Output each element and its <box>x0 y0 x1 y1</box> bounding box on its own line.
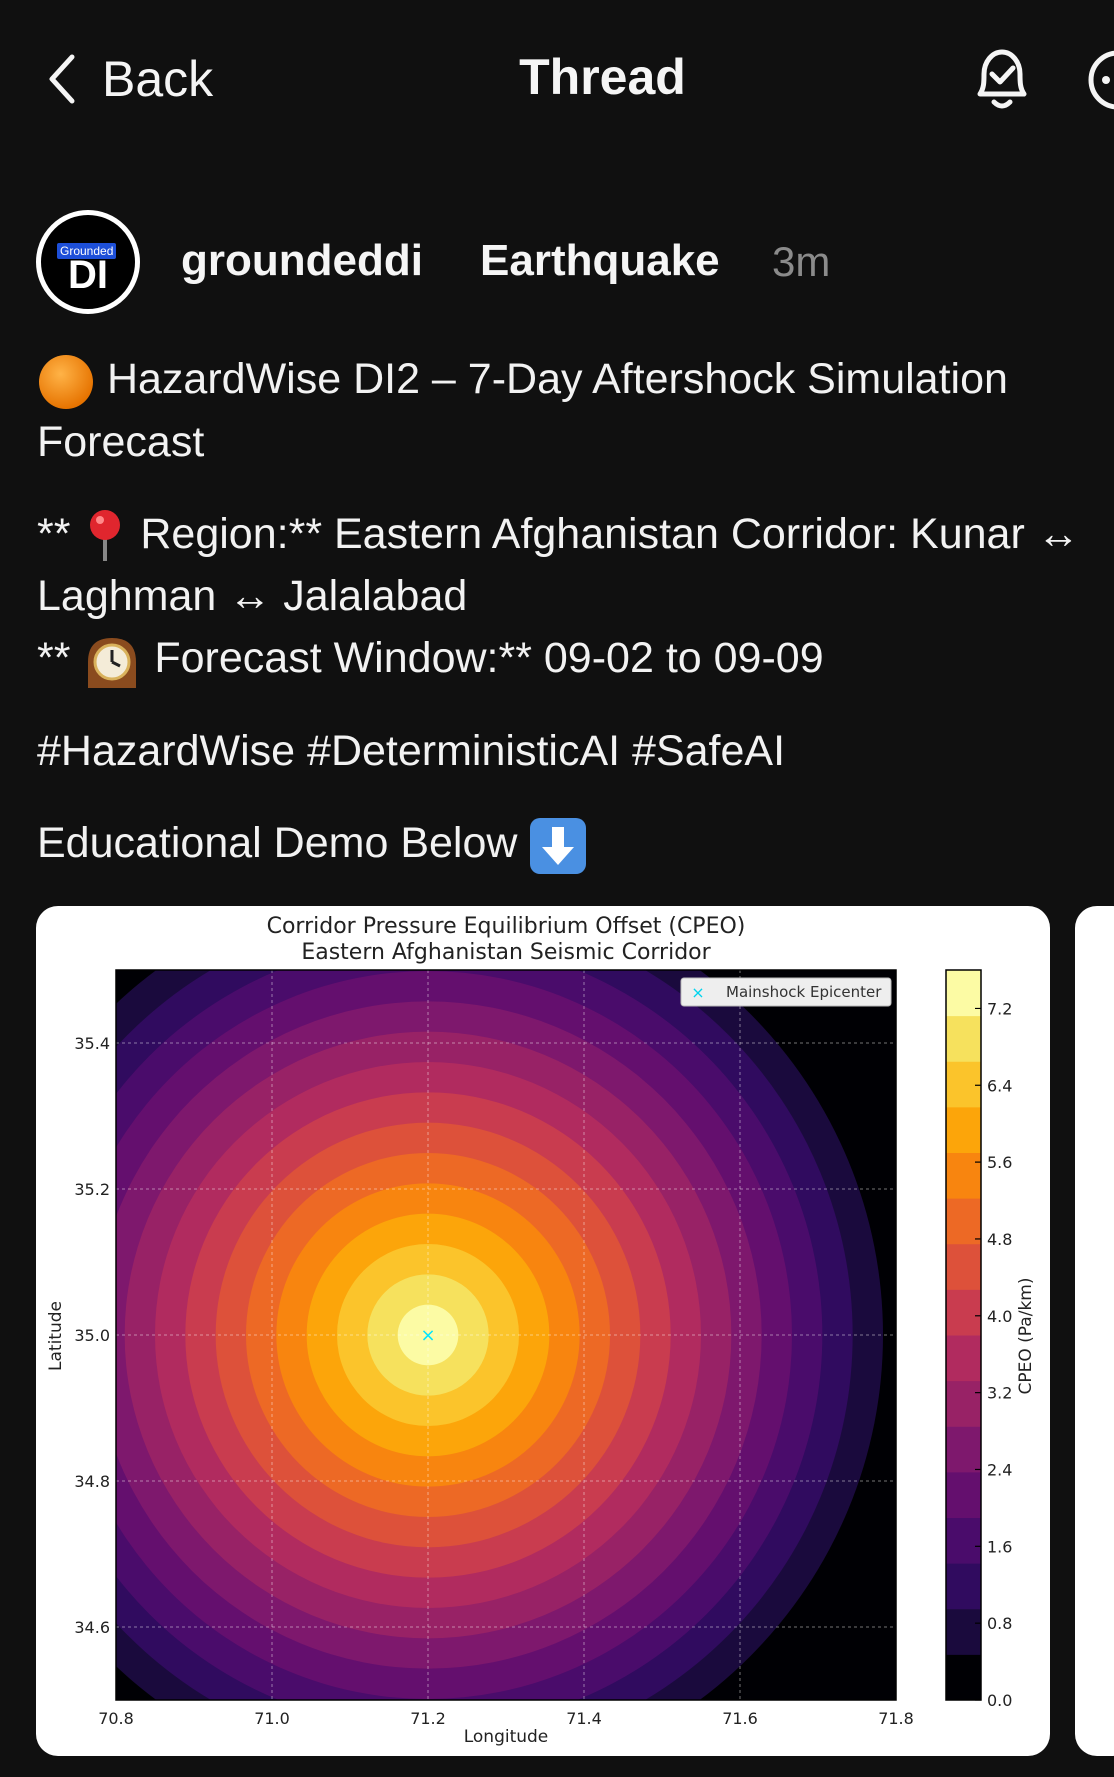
contour-rings <box>116 970 896 1700</box>
x-tick-label: 71.0 <box>254 1709 290 1728</box>
colorbar-segment <box>946 1243 981 1290</box>
demo-label-row: Educational Demo Below <box>37 812 1114 875</box>
post-region: ** Region:** Eastern Afghanistan Corrido… <box>37 503 1114 690</box>
colorbar-tick-label: 1.6 <box>987 1537 1012 1556</box>
colorbar-segment <box>946 970 981 1017</box>
colorbar-segment <box>946 1289 981 1336</box>
legend-box <box>680 977 892 1007</box>
epicenter-x: × <box>420 1325 435 1346</box>
x-tick-label: 71.4 <box>566 1709 602 1728</box>
colorbar-tick-label: 2.4 <box>987 1460 1012 1479</box>
colorbar-segment <box>946 1471 981 1518</box>
colorbar-tick-label: 0.0 <box>987 1691 1012 1710</box>
y-tick-label: 34.8 <box>74 1472 110 1491</box>
chart-title: Corridor Pressure Equilibrium Offset (CP… <box>267 914 746 939</box>
epicenter-marker: × <box>420 1325 435 1346</box>
post-author-row: Grounded DI groundeddi Earthquake 3m <box>36 210 1114 320</box>
y-tick-label: 35.0 <box>74 1326 110 1345</box>
colorbar-ticks: 7.2 6.4 5.6 4.8 4.0 3.2 2.4 1.6 0.8 0.0 <box>975 999 1012 1710</box>
pin-icon <box>90 510 121 562</box>
page-title: Thread <box>519 49 686 105</box>
colorbar-tick-label: 7.2 <box>987 999 1012 1018</box>
topic-tag[interactable]: Earthquake <box>480 236 720 285</box>
back-label: Back <box>102 51 214 107</box>
colorbar-segment <box>946 1426 981 1473</box>
colorbar-tick-label: 4.8 <box>987 1230 1012 1249</box>
colorbar-segment <box>946 1335 981 1382</box>
colorbar-segment <box>946 1654 981 1701</box>
region-prefix: ** <box>37 509 71 558</box>
username[interactable]: groundeddi <box>181 236 423 285</box>
bell-check-icon[interactable] <box>970 44 1034 114</box>
contour-ring <box>397 1304 459 1366</box>
avatar[interactable]: Grounded DI <box>36 210 140 314</box>
colorbar-segment <box>946 1061 981 1108</box>
y-tick-label: 35.2 <box>74 1180 110 1199</box>
legend-label: Mainshock Epicenter <box>726 983 882 1001</box>
colorbar-segment <box>946 1152 981 1199</box>
hashtag-hazardwise[interactable]: #HazardWise <box>37 726 296 775</box>
legend-marker: × <box>691 983 704 1002</box>
y-axis-ticks: 35.4 35.2 35.0 34.8 34.6 <box>74 1034 110 1637</box>
colorbar-segment <box>946 1015 981 1062</box>
plot-frame <box>115 969 897 1701</box>
colorbar-segment <box>946 1517 981 1564</box>
chart-card[interactable]: Corridor Pressure Equilibrium Offset (CP… <box>36 906 1050 1756</box>
colorbar-segment <box>946 1380 981 1427</box>
avatar-monogram: DI <box>68 253 108 297</box>
window-line: Forecast Window:** 09-02 to 09-09 <box>154 634 824 683</box>
colorbar-tick-label: 4.0 <box>987 1307 1012 1326</box>
top-bar: Back Thread <box>0 0 1114 160</box>
post-body: HazardWise DI2 – 7-Day Aftershock Simula… <box>37 348 1114 905</box>
hashtag-safeai[interactable]: #SafeAI <box>632 726 786 775</box>
y-axis-label: Latitude <box>46 1301 66 1371</box>
x-tick-label: 71.8 <box>878 1709 914 1728</box>
hashtag-deterministicai[interactable]: #DeterministicAI <box>307 726 621 775</box>
chart-subtitle: Eastern Afghanistan Seismic Corridor <box>301 940 711 965</box>
x-axis-label: Longitude <box>464 1727 549 1747</box>
headline-text: HazardWise DI2 – 7-Day Aftershock Simula… <box>37 355 1008 466</box>
colorbar-tick-label: 6.4 <box>987 1076 1012 1095</box>
colorbar-segment <box>946 1563 981 1610</box>
region-line-2: Laghman ↔ Jalalabad <box>37 572 468 621</box>
colorbar-tick-label: 0.8 <box>987 1614 1012 1633</box>
colorbar-frame <box>945 969 982 1701</box>
demo-label: Educational Demo Below <box>37 818 518 867</box>
region-line-1: Region:** Eastern Afghanistan Corridor: … <box>140 509 1080 558</box>
back-button[interactable]: Back <box>44 50 213 108</box>
orange-circle-icon <box>39 354 93 409</box>
window-prefix: ** <box>37 634 71 683</box>
y-tick-label: 34.6 <box>74 1618 110 1637</box>
cpeo-chart: Corridor Pressure Equilibrium Offset (CP… <box>46 914 1036 1747</box>
x-tick-label: 70.8 <box>98 1709 134 1728</box>
y-tick-label: 35.4 <box>74 1034 110 1053</box>
more-icon[interactable] <box>1086 48 1114 112</box>
hashtags: #HazardWise #DeterministicAI #SafeAI <box>37 720 1114 782</box>
next-chart-card-peek[interactable] <box>1075 906 1114 1756</box>
mantelpiece-clock-icon <box>88 637 137 688</box>
colorbar <box>946 970 981 1701</box>
legend: × Mainshock Epicenter <box>680 977 892 1007</box>
down-arrow-icon <box>530 817 587 874</box>
post-time: 3m <box>772 238 831 285</box>
colorbar-tick-label: 3.2 <box>987 1384 1012 1403</box>
colorbar-label: CPEO (Pa/km) <box>1016 1278 1036 1395</box>
avatar-tag: Grounded <box>57 243 117 259</box>
colorbar-segment <box>946 1608 981 1655</box>
colorbar-tick-label: 5.6 <box>987 1153 1012 1172</box>
x-tick-label: 71.2 <box>410 1709 446 1728</box>
post-headline: HazardWise DI2 – 7-Day Aftershock Simula… <box>37 348 1097 473</box>
chevron-left-icon <box>49 54 75 104</box>
x-axis-ticks: 70.8 71.0 71.2 71.4 71.6 71.8 <box>98 1709 914 1728</box>
x-tick-label: 71.6 <box>722 1709 758 1728</box>
colorbar-segment <box>946 1198 981 1245</box>
colorbar-segment <box>946 1106 981 1153</box>
